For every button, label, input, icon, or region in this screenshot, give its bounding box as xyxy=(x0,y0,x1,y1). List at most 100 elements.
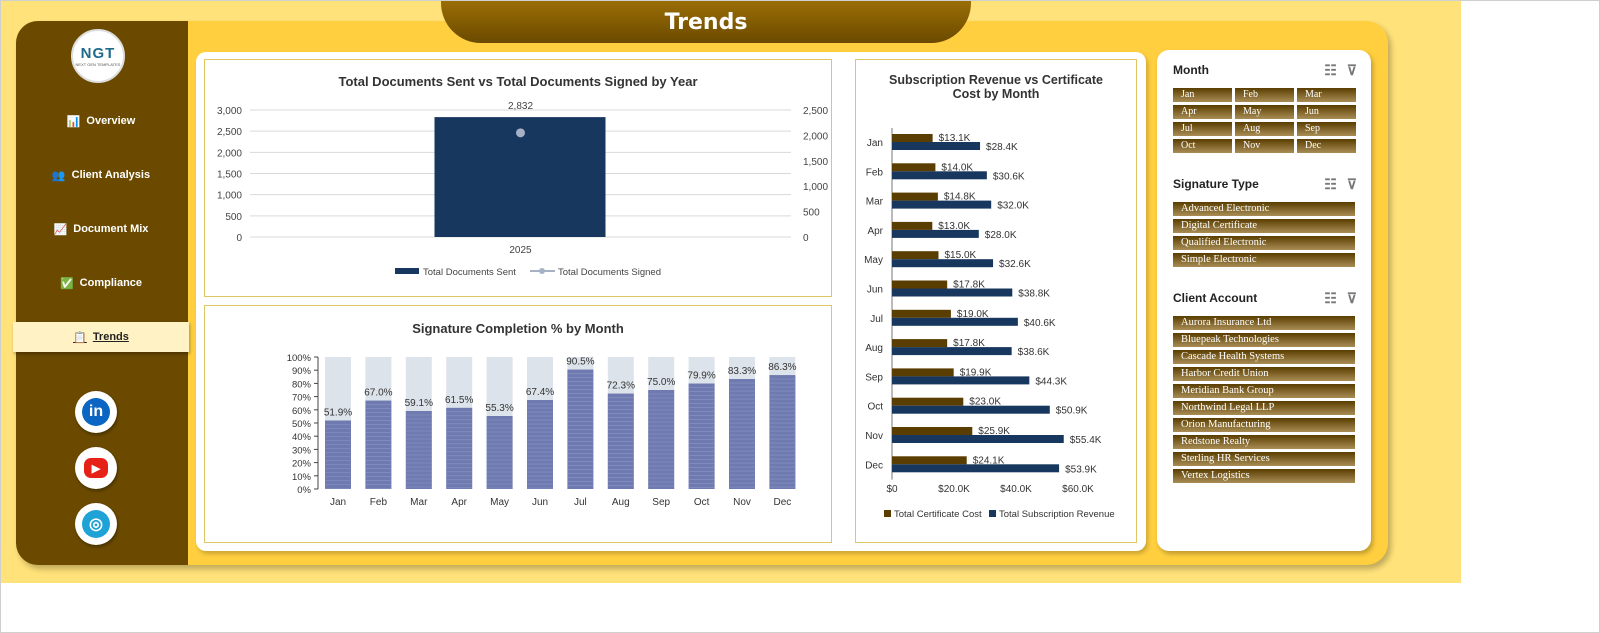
y2-tick-label: 500 xyxy=(803,208,820,219)
bar-certificate-cost xyxy=(892,251,939,260)
client-account-option[interactable]: Meridian Bank Group xyxy=(1173,384,1355,398)
month-option[interactable]: Jul xyxy=(1173,122,1232,136)
y-tick-label: 0% xyxy=(297,485,311,496)
data-label: 59.1% xyxy=(405,398,433,409)
x-tick-label: Aug xyxy=(612,497,630,508)
y-tick-label: Jul xyxy=(870,314,883,325)
client-account-option[interactable]: Redstone Realty xyxy=(1173,435,1355,449)
client-account-option[interactable]: Cascade Health Systems xyxy=(1173,350,1355,364)
signature-type-option[interactable]: Qualified Electronic xyxy=(1173,236,1355,250)
data-label: $38.6K xyxy=(1018,347,1050,358)
nav-label: Overview xyxy=(86,115,136,127)
data-label: 61.5% xyxy=(445,395,473,406)
y-tick-label: 3,000 xyxy=(217,106,242,117)
legend-label-cost: Total Certificate Cost xyxy=(894,509,982,520)
client-account-option[interactable]: Harbor Credit Union xyxy=(1173,367,1355,381)
x-tick-label: Jun xyxy=(532,497,548,508)
bar-certificate-cost xyxy=(892,456,967,465)
data-label: $30.6K xyxy=(993,171,1025,182)
client-account-option[interactable]: Vertex Logistics xyxy=(1173,469,1355,483)
signature-type-option[interactable]: Digital Certificate xyxy=(1173,219,1355,233)
bar-certificate-cost xyxy=(892,163,936,172)
x-tick-label: May xyxy=(490,497,509,508)
website-button[interactable]: ◎ xyxy=(75,503,117,545)
clear-filter-icon[interactable]: ⊽ xyxy=(1346,289,1357,306)
ngt-logo: NGT NEXT GEN TEMPLATES xyxy=(71,29,125,83)
youtube-button[interactable]: ▶ xyxy=(75,447,117,489)
bar-subscription-revenue xyxy=(892,317,1018,326)
data-label: 75.0% xyxy=(647,377,675,388)
data-label: 55.3% xyxy=(485,403,513,414)
x-tick-label: Sep xyxy=(652,497,670,508)
logo-subtext: NEXT GEN TEMPLATES xyxy=(75,62,121,67)
nav-trends[interactable]: 📋 Trends xyxy=(13,322,189,352)
filter-panel: Month ☷ ⊽ Jan Feb Mar Apr May Jun Jul Aug Sep Oct N… xyxy=(1157,50,1371,551)
linkedin-icon: in xyxy=(82,398,110,426)
legend-marker-signed xyxy=(539,268,545,274)
linkedin-button[interactable]: in xyxy=(75,391,117,433)
y-tick-label: 2,500 xyxy=(217,127,242,138)
title-banner: Trends xyxy=(441,1,971,43)
bar-subscription-revenue xyxy=(892,405,1050,414)
client-account-option[interactable]: Orion Manufacturing xyxy=(1173,418,1355,432)
bar-subscription-revenue xyxy=(892,288,1013,297)
bar-subscription-revenue xyxy=(892,259,994,268)
client-account-option[interactable]: Sterling HR Services xyxy=(1173,452,1355,466)
month-option[interactable]: Jun xyxy=(1297,105,1356,119)
client-account-option[interactable]: Bluepeak Technologies xyxy=(1173,333,1355,347)
month-option[interactable]: May xyxy=(1235,105,1294,119)
y-tick-label: Aug xyxy=(865,343,883,354)
month-option[interactable]: Apr xyxy=(1173,105,1232,119)
legend-label-revenue: Total Subscription Revenue xyxy=(999,509,1115,520)
data-label: 72.3% xyxy=(607,381,635,392)
client-options: Aurora Insurance Ltd Bluepeak Technologie… xyxy=(1173,316,1357,483)
nav-compliance[interactable]: ✅ Compliance xyxy=(13,268,189,298)
month-option[interactable]: Aug xyxy=(1235,122,1294,136)
y-tick-label: 1,000 xyxy=(217,191,242,202)
legend-label-sent: Total Documents Sent xyxy=(423,267,516,278)
month-slicer-title: Month xyxy=(1173,63,1209,77)
bar-subscription-revenue xyxy=(892,171,987,180)
month-option[interactable]: Mar xyxy=(1297,88,1356,102)
y-tick-label: Sep xyxy=(865,372,883,383)
month-option[interactable]: Oct xyxy=(1173,139,1232,153)
nav-client-analysis[interactable]: 👥 Client Analysis xyxy=(13,160,189,190)
month-option[interactable]: Feb xyxy=(1235,88,1294,102)
y-tick-label: 500 xyxy=(225,212,242,223)
month-option[interactable]: Dec xyxy=(1297,139,1356,153)
signature-type-option[interactable]: Simple Electronic xyxy=(1173,253,1355,267)
month-option[interactable]: Jan xyxy=(1173,88,1232,102)
y-tick-label: 70% xyxy=(292,393,312,404)
x-tick-label: $0 xyxy=(886,484,898,495)
revenue-chart-card: Subscription Revenue vs Certificate Cost… xyxy=(855,59,1137,543)
month-option[interactable]: Sep xyxy=(1297,122,1356,136)
bar-subscription-revenue xyxy=(892,435,1064,443)
client-account-option[interactable]: Aurora Insurance Ltd xyxy=(1173,316,1355,330)
data-label: $13.1K xyxy=(939,133,971,144)
data-label: 2,832 xyxy=(508,101,533,112)
signature-type-option[interactable]: Advanced Electronic xyxy=(1173,202,1355,216)
data-label: 90.5% xyxy=(566,357,594,368)
bar-completion xyxy=(446,407,473,489)
nav-overview[interactable]: 📊 Overview xyxy=(13,106,189,136)
multi-select-icon[interactable]: ☷ xyxy=(1324,61,1337,78)
signature-type-slicer: Signature Type ☷ ⊽ Advanced Electronic Dig… xyxy=(1173,174,1357,267)
multi-select-icon[interactable]: ☷ xyxy=(1324,289,1337,306)
x-tick-label: Dec xyxy=(774,497,792,508)
signature-slicer-title: Signature Type xyxy=(1173,177,1259,191)
bar-completion xyxy=(405,410,432,489)
data-label: $24.1K xyxy=(973,455,1005,466)
month-options: Jan Feb Mar Apr May Jun Jul Aug Sep Oct Nov Dec xyxy=(1173,88,1357,153)
month-option[interactable]: Nov xyxy=(1235,139,1294,153)
nav-document-mix[interactable]: 📈 Document Mix xyxy=(13,214,189,244)
multi-select-icon[interactable]: ☷ xyxy=(1324,175,1337,192)
clear-filter-icon[interactable]: ⊽ xyxy=(1346,175,1357,192)
legend-label-signed: Total Documents Signed xyxy=(558,267,661,278)
clear-filter-icon[interactable]: ⊽ xyxy=(1346,61,1357,78)
y-tick-label: 2,000 xyxy=(217,148,242,159)
y2-tick-label: 1,000 xyxy=(803,182,828,193)
docs-chart: 3,000 2,500 2,000 1,500 1,000 500 0 2,500 2,000 1… xyxy=(217,101,828,278)
legend-swatch-cost xyxy=(884,510,891,517)
client-account-option[interactable]: Northwind Legal LLP xyxy=(1173,401,1355,415)
y2-tick-label: 0 xyxy=(803,233,809,244)
